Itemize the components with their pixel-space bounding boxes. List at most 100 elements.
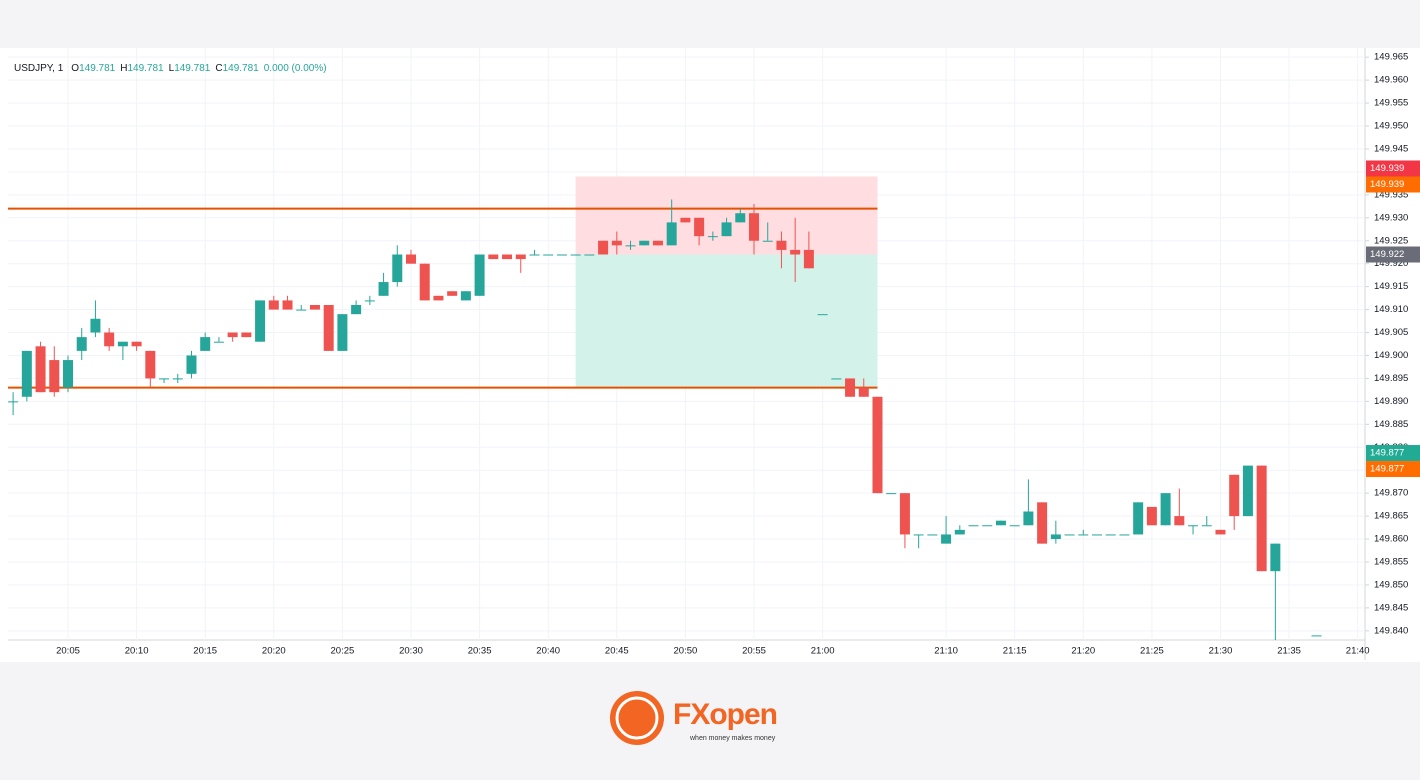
price-tag-label: 149.939 (1370, 179, 1404, 190)
x-tick-label: 21:40 (1346, 646, 1370, 657)
candle-body (543, 254, 554, 256)
candle-body (1174, 516, 1185, 526)
y-tick-label: 149.885 (1374, 419, 1408, 430)
y-tick-label: 149.960 (1374, 75, 1408, 86)
x-tick-label: 20:05 (56, 646, 80, 657)
candle-body (1119, 534, 1130, 536)
candle-body (1311, 635, 1322, 637)
candle-body (474, 254, 485, 296)
legend-key: O (71, 63, 79, 74)
candle-body (282, 300, 293, 310)
candle-body (556, 254, 567, 256)
candle-body (186, 355, 197, 374)
candle-body (63, 360, 73, 388)
candle-body (131, 341, 142, 347)
x-tick-label: 21:20 (1071, 646, 1095, 657)
candle-body (790, 249, 801, 255)
y-tick-label: 149.965 (1374, 52, 1408, 63)
candle-body (1160, 493, 1171, 526)
candle-body (1050, 534, 1061, 540)
candle-body (735, 213, 746, 223)
candle-body (954, 529, 965, 535)
legend: USDJPY, 1 O149.781 H149.781 L149.781 C149.78… (14, 63, 327, 74)
candle-body (392, 254, 403, 283)
y-tick-label: 149.860 (1374, 534, 1408, 545)
candle-body (707, 236, 718, 238)
candle-body (995, 520, 1006, 526)
candle-body (337, 314, 348, 351)
candle-body (76, 337, 87, 351)
legend-key: L (169, 63, 175, 74)
x-tick-label: 21:30 (1209, 646, 1233, 657)
candle-body (529, 254, 540, 256)
candle-body (817, 314, 828, 316)
x-tick-label: 21:00 (811, 646, 835, 657)
candle-body (762, 240, 773, 242)
candle-body (145, 350, 156, 379)
candle-body (803, 249, 814, 269)
candle-body (433, 295, 444, 301)
candle-body (694, 217, 705, 237)
candle-body (831, 378, 842, 380)
candle-body (652, 240, 663, 246)
candle-body (35, 346, 46, 393)
y-tick-label: 149.910 (1374, 304, 1408, 315)
candle-body (1092, 534, 1102, 536)
candle-body (200, 337, 211, 351)
legend-change: 0.000 (0.00%) (264, 63, 327, 74)
price-tag-label: 149.877 (1370, 464, 1404, 475)
candle-body (899, 493, 910, 535)
candle-body (666, 222, 677, 246)
legend-value: 149.781 (79, 63, 116, 74)
candle-body (858, 387, 869, 397)
y-tick-label: 149.915 (1374, 281, 1408, 292)
legend-key: C (215, 63, 222, 74)
price-tag (1366, 461, 1420, 478)
candle-body (749, 213, 759, 241)
y-tick-label: 149.850 (1374, 579, 1408, 590)
candle-body (721, 222, 732, 237)
candle-body (639, 240, 650, 246)
candle-body (117, 341, 128, 347)
y-tick-label: 149.845 (1374, 602, 1408, 613)
x-tick-label: 21:15 (1003, 646, 1027, 657)
candle-body (104, 332, 115, 347)
candle-body (268, 300, 279, 310)
logo-emblem-ring (615, 696, 659, 740)
y-tick-label: 149.870 (1374, 488, 1408, 499)
y-tick-label: 149.945 (1374, 143, 1408, 154)
candle-body (776, 240, 787, 250)
y-tick-label: 149.925 (1374, 235, 1408, 246)
candle-body (406, 254, 416, 264)
candle-body (625, 245, 636, 247)
legend-value: 149.781 (174, 63, 211, 74)
x-tick-label: 20:25 (331, 646, 355, 657)
candle-body (447, 291, 458, 296)
stop-zone (575, 176, 878, 255)
logo: FXopen when money makes money (610, 691, 778, 745)
candle-body (502, 254, 513, 260)
x-tick-label: 20:55 (742, 646, 766, 657)
candle-body (845, 378, 856, 397)
candle-body (680, 217, 691, 223)
candle-body (598, 240, 609, 255)
candle-body (1242, 465, 1253, 517)
candle-body (21, 350, 32, 397)
candle-body (213, 341, 224, 343)
y-tick-label: 149.950 (1374, 121, 1408, 132)
x-tick-label: 20:10 (125, 646, 149, 657)
x-tick-label: 21:35 (1277, 646, 1301, 657)
x-tick-label: 20:30 (399, 646, 423, 657)
price-tag (1366, 160, 1420, 177)
y-tick-label: 149.955 (1374, 98, 1408, 109)
x-tick-label: 20:35 (468, 646, 492, 657)
candle-body (296, 309, 307, 311)
y-tick-label: 149.935 (1374, 189, 1408, 200)
candle-body (419, 263, 430, 301)
candle-body (872, 396, 883, 494)
candle-body (1105, 534, 1116, 536)
candle-body (1078, 534, 1089, 536)
candle-body (323, 304, 334, 351)
candle-body (1215, 529, 1226, 535)
